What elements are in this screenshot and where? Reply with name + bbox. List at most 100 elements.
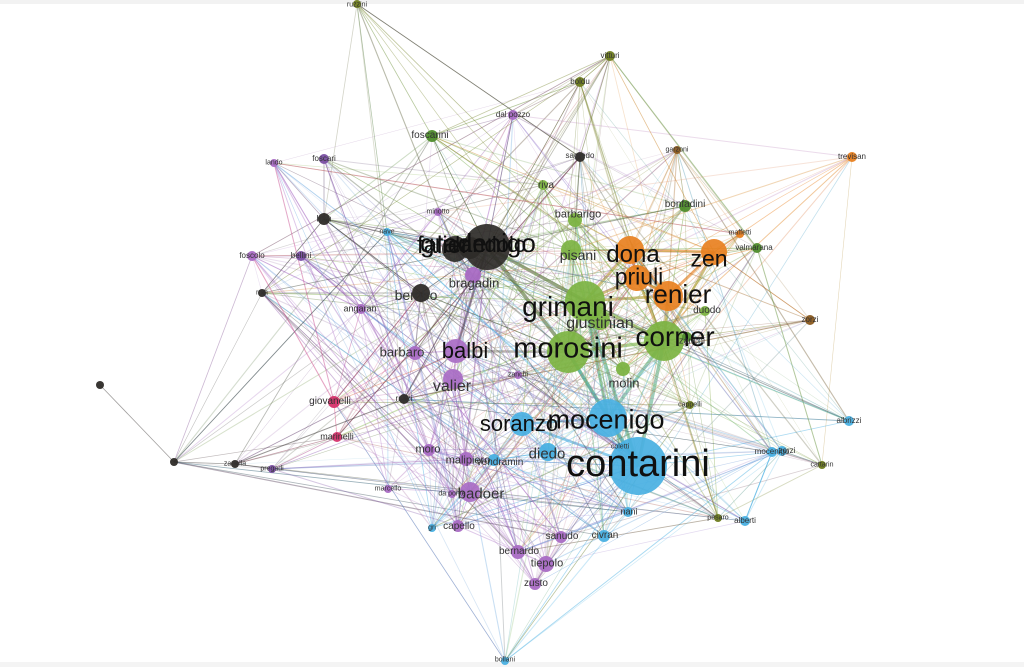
graph-node-pesaro[interactable] xyxy=(714,514,722,522)
graph-node-bragadin[interactable] xyxy=(465,267,481,283)
graph-node-rota[interactable] xyxy=(258,289,266,297)
graph-node-boldu[interactable] xyxy=(575,77,585,87)
graph-edge-background xyxy=(629,149,678,251)
graph-node-pisani[interactable] xyxy=(561,240,581,260)
graph-node-ruzzi[interactable] xyxy=(399,394,409,404)
graph-node-coletti[interactable] xyxy=(616,443,624,451)
graph-node-corner[interactable] xyxy=(644,321,684,361)
graph-node-badoer[interactable] xyxy=(460,482,480,502)
graph-node-valier[interactable] xyxy=(443,369,463,389)
graph-node-molin[interactable] xyxy=(616,362,630,376)
graph-node-foscari[interactable] xyxy=(319,154,329,164)
graph-node-giustinian[interactable] xyxy=(590,310,610,330)
graph-node-moro[interactable] xyxy=(423,444,435,456)
graph-edge-background xyxy=(493,319,811,461)
graph-node-mocenigo[interactable] xyxy=(589,399,627,437)
graph-node-zen[interactable] xyxy=(701,239,727,265)
graph-node-dandolo[interactable] xyxy=(459,237,481,259)
graph-node-vendramin[interactable] xyxy=(488,454,500,466)
graph-node-bollani[interactable] xyxy=(501,657,509,665)
graph-edge-background xyxy=(469,55,611,493)
graph-edge-background xyxy=(261,292,471,493)
graph-edge-background xyxy=(676,149,773,453)
graph-node-giovanelli[interactable] xyxy=(328,396,340,408)
graph-edge-background xyxy=(667,149,678,297)
graph-node-dona[interactable] xyxy=(616,236,644,264)
graph-node-cattarin[interactable] xyxy=(818,461,826,469)
graph-node-zorzi[interactable] xyxy=(805,315,815,325)
graph-node-civran[interactable] xyxy=(598,530,610,542)
graph-node-angaran[interactable] xyxy=(356,304,366,314)
graph-edge-background xyxy=(333,401,433,529)
graph-edge-background xyxy=(386,231,519,553)
graph-node-valmarana[interactable] xyxy=(752,243,762,253)
graph-node-dapiera[interactable] xyxy=(448,490,456,498)
graph-node-barbaro[interactable] xyxy=(408,346,422,360)
graph-node-zanella[interactable] xyxy=(231,460,239,468)
graph-node-n_left2[interactable] xyxy=(170,458,178,466)
graph-edge-background xyxy=(300,255,586,302)
graph-node-sagredo[interactable] xyxy=(575,152,585,162)
graph-edge xyxy=(637,420,850,467)
graph-node-diedo[interactable] xyxy=(539,443,557,461)
graph-node-bembo[interactable] xyxy=(412,284,430,302)
graph-edge-background xyxy=(360,149,678,310)
graph-node-lando[interactable] xyxy=(270,159,278,167)
graph-edge-background xyxy=(273,162,621,448)
graph-node-malipiero[interactable] xyxy=(459,452,473,466)
graph-node-zambelli[interactable] xyxy=(514,371,522,379)
graph-edge-background xyxy=(542,184,741,235)
graph-node-marinelli[interactable] xyxy=(332,432,342,442)
graph-node-garzoni[interactable] xyxy=(673,146,681,154)
graph-node-alberti[interactable] xyxy=(740,516,750,526)
graph-node-marcello[interactable] xyxy=(384,485,392,493)
graph-node-dalpozzo[interactable] xyxy=(508,110,518,120)
graph-node-soranzo[interactable] xyxy=(510,412,534,436)
graph-node-tiepolo[interactable] xyxy=(538,556,554,572)
graph-node-bellini[interactable] xyxy=(296,251,306,261)
graph-node-priuli[interactable] xyxy=(624,265,650,291)
graph-edge-background xyxy=(271,374,519,470)
graph-node-zusto[interactable] xyxy=(529,578,541,590)
graph-node-bon[interactable] xyxy=(318,213,330,225)
graph-edge-background xyxy=(356,3,388,233)
graph-node-mocenigo2[interactable] xyxy=(767,447,777,457)
graph-node-nani[interactable] xyxy=(623,507,633,517)
graph-edge-background xyxy=(579,81,621,448)
graph-edge-background xyxy=(428,446,621,451)
graph-node-maffetti[interactable] xyxy=(736,230,744,238)
graph-node-morosini[interactable] xyxy=(547,331,589,373)
graph-node-trevisan[interactable] xyxy=(847,152,857,162)
graph-node-zorzi2[interactable] xyxy=(777,446,787,456)
graph-node-riva[interactable] xyxy=(538,180,548,190)
graph-node-bernardo[interactable] xyxy=(511,545,525,559)
graph-node-renier[interactable] xyxy=(653,281,683,311)
graph-node-foscolo[interactable] xyxy=(247,251,257,261)
graph-node-pregadi[interactable] xyxy=(268,465,276,473)
graph-node-sanudo[interactable] xyxy=(555,531,567,543)
graph-edge-background xyxy=(251,255,453,495)
graph-node-ruzzini[interactable] xyxy=(353,0,361,8)
graph-edge-background xyxy=(570,233,741,251)
graph-node-albrizzi[interactable] xyxy=(844,416,854,426)
graph-node-nave[interactable] xyxy=(383,228,391,236)
graph-node-barbarigo[interactable] xyxy=(568,213,582,227)
graph-node-balbi[interactable] xyxy=(444,339,468,363)
graph-edge-background xyxy=(403,274,474,400)
graph-node-zenchi[interactable] xyxy=(682,332,692,342)
graph-node-capello[interactable] xyxy=(452,520,464,532)
graph-edge-background xyxy=(273,162,741,235)
graph-node-bonfadini[interactable] xyxy=(679,200,691,212)
graph-node-minotto[interactable] xyxy=(434,208,442,216)
graph-edge-background xyxy=(173,255,253,463)
graph-node-cappelli[interactable] xyxy=(686,401,694,409)
graph-node-foscarini[interactable] xyxy=(426,130,438,142)
graph-node-gri[interactable] xyxy=(428,524,436,532)
graph-node-n_left1[interactable] xyxy=(96,381,104,389)
graph-edge-background xyxy=(457,246,488,527)
graph-edge-background xyxy=(300,255,519,553)
graph-edge-background xyxy=(454,248,605,537)
graph-node-vitturi[interactable] xyxy=(605,51,615,61)
graph-node-duodo[interactable] xyxy=(700,306,710,316)
graph-edge xyxy=(455,350,467,460)
